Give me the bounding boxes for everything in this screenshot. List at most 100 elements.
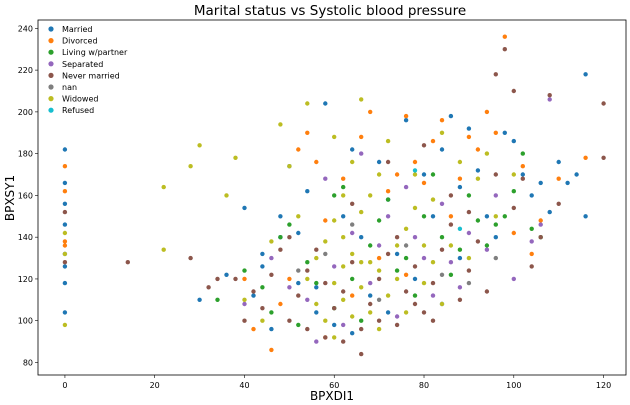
series-refused [412, 168, 463, 231]
data-point [430, 280, 436, 286]
data-point [323, 218, 328, 223]
data-point [359, 260, 364, 265]
data-point [368, 243, 373, 248]
data-point [448, 243, 454, 248]
data-point [538, 235, 543, 240]
legend-label: Separated [62, 60, 103, 69]
data-point [62, 147, 68, 152]
data-point [341, 297, 346, 302]
data-point [394, 268, 400, 273]
data-point [439, 272, 445, 277]
data-point [439, 147, 445, 152]
data-point [242, 268, 247, 273]
data-point [62, 264, 68, 269]
data-point [368, 109, 373, 115]
data-point [314, 285, 319, 290]
data-point [206, 285, 211, 290]
data-point [287, 235, 292, 240]
data-point [332, 335, 337, 340]
data-point [350, 293, 355, 298]
data-point [242, 318, 247, 323]
legend-item: Refused [48, 106, 94, 115]
data-point [520, 164, 525, 169]
data-point [359, 97, 364, 102]
y-tick-label: 200 [18, 108, 33, 117]
data-point [511, 230, 516, 236]
data-point [466, 209, 472, 215]
legend-label: Living w/partner [62, 48, 128, 57]
data-point [601, 155, 606, 160]
y-tick-label: 160 [18, 191, 33, 200]
series-divorced [62, 34, 588, 353]
data-point [269, 347, 274, 353]
data-point [421, 172, 427, 177]
data-point [359, 209, 364, 215]
data-point [538, 222, 543, 227]
data-point [412, 301, 418, 307]
x-tick-label: 20 [150, 381, 160, 390]
data-point [251, 326, 256, 332]
data-point [242, 276, 247, 282]
data-point [520, 172, 525, 177]
data-point [368, 260, 373, 265]
data-point [529, 226, 534, 231]
legend: Married Divorced Living w/partner Separated… [48, 25, 128, 115]
data-point [412, 276, 418, 282]
data-point [394, 251, 400, 257]
data-point [385, 159, 391, 165]
data-point [439, 235, 445, 240]
data-point [385, 214, 391, 219]
y-tick-label: 120 [18, 275, 33, 284]
data-point [376, 318, 382, 323]
data-point [260, 285, 265, 290]
data-point [260, 264, 265, 269]
data-point [296, 268, 301, 273]
x-axis-ticks: 0 20 40 60 80 100 120 [62, 375, 611, 390]
data-point [350, 251, 355, 257]
data-point [484, 109, 490, 115]
data-point [161, 184, 166, 190]
x-tick-label: 60 [329, 381, 339, 390]
data-point [323, 176, 328, 181]
data-point [403, 255, 409, 261]
data-point [502, 34, 507, 39]
data-point [511, 189, 516, 194]
data-point [350, 230, 355, 236]
data-point [403, 272, 409, 277]
data-point [448, 272, 454, 277]
data-point [287, 318, 292, 323]
data-point [323, 101, 328, 106]
data-point [583, 155, 588, 160]
data-point [376, 326, 382, 332]
data-point [421, 280, 427, 286]
data-point [466, 230, 472, 236]
data-point [341, 184, 346, 190]
data-point [448, 113, 454, 119]
data-point [520, 151, 525, 156]
data-point [484, 151, 490, 156]
data-point [341, 235, 346, 240]
legend-marker [48, 38, 54, 44]
legend-marker [48, 72, 54, 78]
y-tick-label: 100 [18, 317, 33, 326]
legend-item: Widowed [48, 95, 98, 104]
legend-item: Divorced [48, 37, 98, 46]
legend-item: Living w/partner [48, 48, 128, 57]
data-point [260, 306, 265, 311]
data-point [493, 222, 498, 227]
data-point [394, 276, 400, 282]
data-point [466, 280, 472, 286]
data-point [314, 280, 319, 286]
data-point [62, 164, 68, 169]
data-point [305, 130, 310, 135]
data-point [394, 243, 400, 248]
data-point [323, 335, 328, 340]
data-point [305, 189, 310, 194]
data-point [323, 251, 328, 257]
data-point [242, 205, 247, 211]
data-point [269, 310, 274, 315]
data-point [574, 172, 579, 177]
data-point [269, 272, 274, 277]
data-point [511, 172, 516, 177]
